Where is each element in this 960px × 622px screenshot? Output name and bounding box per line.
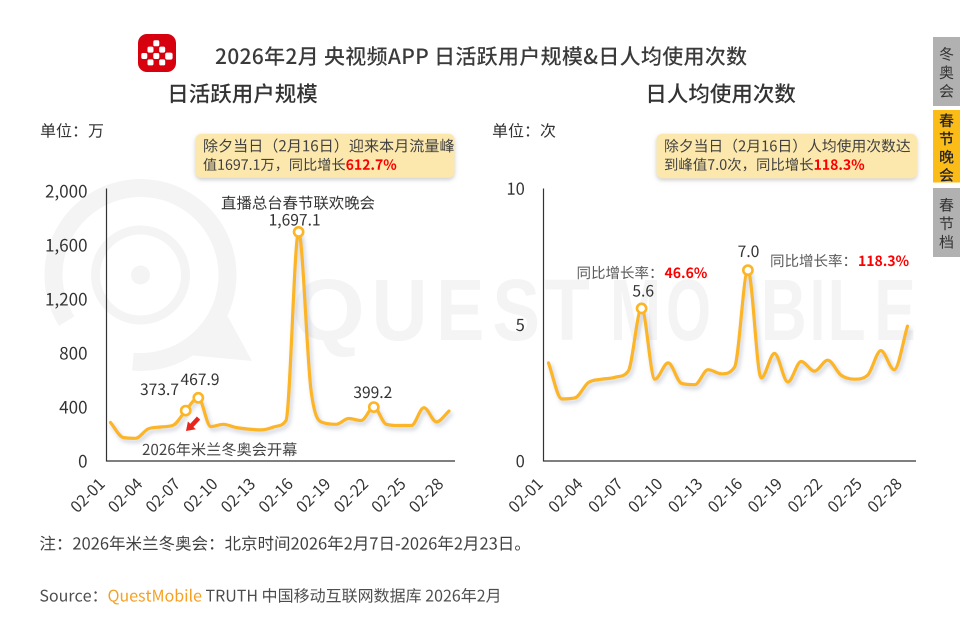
svg-text:L: L xyxy=(828,262,866,359)
svg-text:S: S xyxy=(493,262,541,359)
svg-text:T: T xyxy=(544,262,590,359)
svg-text:B: B xyxy=(761,262,807,359)
svg-text:E: E xyxy=(436,262,484,359)
svg-text:E: E xyxy=(874,262,916,359)
svg-text:O: O xyxy=(666,262,711,359)
svg-text:I: I xyxy=(810,262,825,359)
svg-text:U: U xyxy=(372,262,428,359)
